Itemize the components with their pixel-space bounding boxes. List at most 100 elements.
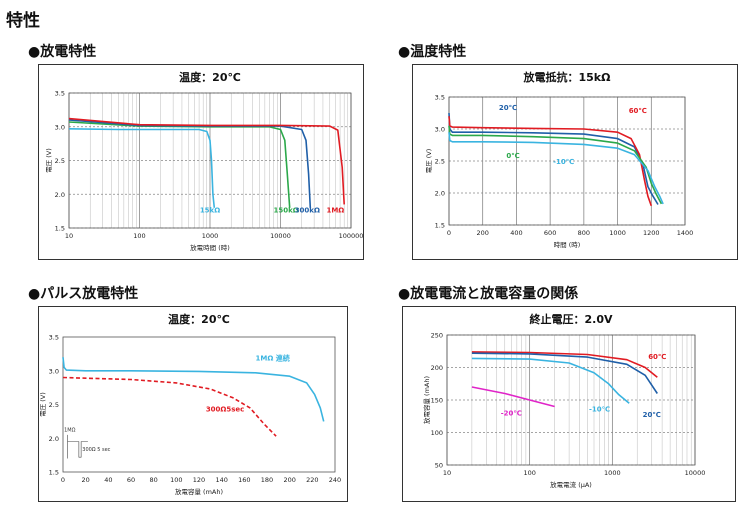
y-tick-label: 1.5	[49, 469, 59, 477]
chart-title: 温度：20℃	[168, 312, 230, 326]
series-line-1	[68, 121, 291, 208]
x-tick-label: 800	[578, 229, 590, 237]
series-line-0	[471, 351, 658, 378]
page-title: 特性	[6, 11, 40, 31]
series-line-0	[68, 128, 216, 208]
x-axis-label: 放電電流 (μA)	[550, 480, 592, 489]
series-label-1: 60℃	[629, 107, 647, 115]
y-tick-label: 3.5	[49, 334, 59, 342]
x-tick-label: 400	[510, 229, 522, 237]
x-tick-label: 120	[193, 476, 205, 484]
y-tick-label: 2.5	[435, 158, 445, 166]
y-tick-label: 3.0	[55, 123, 65, 131]
x-tick-label: 10000	[685, 469, 706, 477]
plot-frame	[448, 96, 686, 226]
x-tick-label: 10	[443, 469, 451, 477]
x-tick-label: 100	[170, 476, 182, 484]
section-title-discharge: ●放電特性	[28, 44, 97, 60]
x-tick-label: 10000	[270, 232, 291, 240]
y-tick-label: 2.0	[435, 190, 445, 198]
y-tick-label: 2.0	[49, 435, 59, 443]
x-tick-label: 600	[544, 229, 556, 237]
y-tick-label: 1.5	[435, 222, 445, 230]
y-tick-label: 2.5	[55, 157, 65, 165]
series-line-2	[448, 125, 663, 205]
chart-panel-discharge: 温度：20℃ 10 100 1000 10000 100000 1.5 2.0 2.5 3.0 3.…	[38, 64, 364, 260]
x-tick-label: 100000	[339, 232, 363, 240]
x-tick-label: 160	[238, 476, 250, 484]
x-tick-label: 180	[261, 476, 273, 484]
x-tick-label: 40	[104, 476, 112, 484]
discharge-chart: 温度：20℃ 10 100 1000 10000 100000 1.5 2.0 2.5 3.0 3.…	[45, 70, 363, 252]
x-tick-label: 200	[477, 229, 489, 237]
x-tick-label: 220	[306, 476, 318, 484]
series-label-0: 1MΩ 連続	[256, 354, 290, 363]
chart-title: 終止電圧：2.0V	[530, 312, 613, 326]
series-line-1	[471, 352, 658, 394]
x-tick-label: 1000	[609, 229, 626, 237]
x-tick-label: 140	[215, 476, 227, 484]
x-tick-label: 1000	[202, 232, 219, 240]
y-tick-label: 250	[431, 332, 443, 340]
series-line-0	[62, 357, 325, 422]
series-label-3: -20℃	[501, 410, 522, 418]
x-tick-label: 80	[150, 476, 158, 484]
series-label-2: 300kΩ	[295, 206, 320, 214]
series-label-0: 15kΩ	[200, 206, 220, 214]
x-tick-label: 1400	[677, 229, 694, 237]
series-line-0	[448, 112, 659, 205]
x-tick-label: 60	[127, 476, 135, 484]
chart-title: 温度：20℃	[179, 70, 241, 84]
y-tick-label: 3.5	[435, 94, 445, 102]
x-tick-label: 1000	[604, 469, 621, 477]
section-title-temperature: ●温度特性	[398, 44, 467, 60]
y-tick-label: 3.0	[49, 367, 59, 375]
series-label-2: -10℃	[589, 406, 610, 414]
x-tick-label: 0	[447, 229, 451, 237]
series-label-3: 1MΩ	[326, 206, 344, 214]
section-title-current-capacity: ●放電電流と放電容量の関係	[398, 286, 579, 302]
y-tick-label: 200	[431, 364, 443, 372]
x-tick-label: 0	[61, 476, 65, 484]
inset-pulse-waveform	[67, 441, 88, 458]
x-tick-label: 100	[523, 469, 535, 477]
inset-label-bottom: 300Ω 5 sec	[82, 447, 110, 453]
series-label-0: 20℃	[499, 104, 517, 112]
series-line-3	[68, 117, 345, 205]
x-axis-label: 放電容量 (mAh)	[175, 487, 223, 496]
pulse-chart: 温度：20℃ 0 20 40 60 80 100 120 140 160 180 200 220 240 1…	[39, 312, 341, 496]
inset-label-top: 1MΩ	[64, 428, 75, 434]
series-label-0: 60℃	[648, 353, 666, 361]
y-tick-label: 100	[431, 429, 443, 437]
x-tick-label: 20	[82, 476, 90, 484]
x-tick-label: 200	[283, 476, 295, 484]
chart-title: 放電抵抗：15kΩ	[523, 70, 612, 84]
chart-panel-temperature: 放電抵抗：15kΩ 0 200 400 600 800 1000 1200 1400 1.5 2.0…	[412, 64, 738, 260]
x-axis-label: 時間 (時)	[554, 241, 581, 249]
y-tick-label: 150	[431, 397, 443, 405]
x-tick-label: 1200	[643, 229, 660, 237]
x-tick-label: 100	[133, 232, 145, 240]
chart-panel-pulse: 温度：20℃ 0 20 40 60 80 100 120 140 160 180 200 220 240 1…	[38, 306, 348, 502]
plot-frame	[68, 92, 352, 229]
series-label-1: 20℃	[643, 411, 661, 419]
x-tick-label: 10	[65, 232, 73, 240]
y-axis-label: 電圧 (V)	[425, 149, 433, 174]
y-tick-label: 3.5	[55, 90, 65, 98]
y-axis-label: 放電容量 (mAh)	[422, 376, 431, 424]
y-tick-label: 50	[435, 462, 443, 470]
series-line-3	[448, 132, 664, 205]
chart-panel-current-capacity: 終止電圧：2.0V 10 100 1000 10000 50 100 150 200 250 放電電…	[402, 306, 736, 502]
series-label-2: 0℃	[506, 152, 519, 160]
series-line-1	[448, 116, 653, 207]
series-label-1: 300Ω5sec	[206, 405, 245, 413]
series-line-3	[471, 386, 555, 408]
current-capacity-chart: 終止電圧：2.0V 10 100 1000 10000 50 100 150 200 250 放電電…	[422, 312, 706, 489]
y-tick-label: 2.5	[49, 401, 59, 409]
section-title-pulse: ●パルス放電特性	[28, 286, 139, 302]
series-line-2	[471, 357, 630, 404]
y-tick-label: 1.5	[55, 225, 65, 233]
y-tick-label: 2.0	[55, 191, 65, 199]
y-tick-label: 3.0	[435, 126, 445, 134]
plot-frame	[446, 334, 696, 466]
